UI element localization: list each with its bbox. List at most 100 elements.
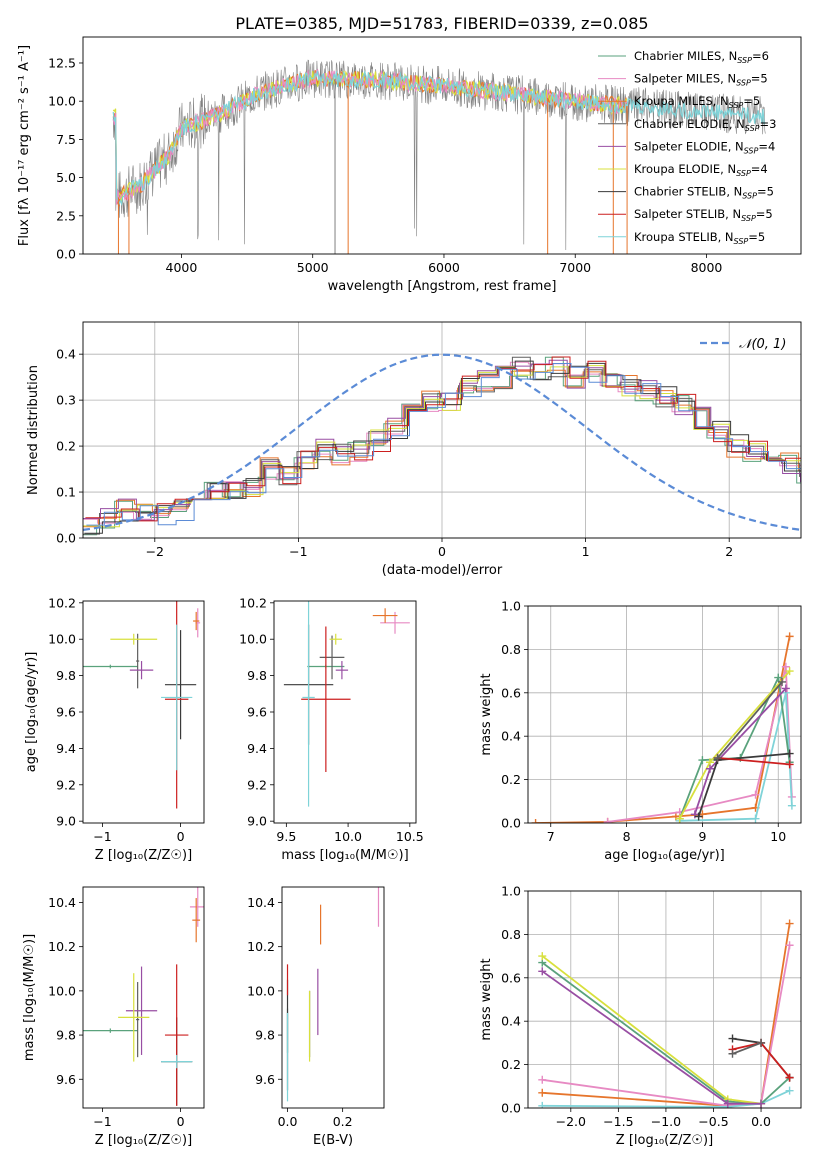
weight-line-kroupa_stelib bbox=[542, 1089, 790, 1108]
y-tick-label: 10.0 bbox=[239, 632, 267, 647]
weight-marker-kroupa_miles bbox=[531, 819, 540, 823]
axes-frame bbox=[527, 605, 802, 824]
legend-label-kroupa_elodie: Kroupa ELODIE, NSSP=4 bbox=[634, 162, 768, 178]
y-tick-label: 5.0 bbox=[56, 170, 76, 185]
plot-area bbox=[83, 887, 204, 1106]
x-tick-label: 9.5 bbox=[276, 829, 296, 844]
legend-label-salpeter_miles: Salpeter MILES, NSSP=5 bbox=[634, 72, 768, 88]
y-tick-label: 9.2 bbox=[247, 777, 267, 792]
plot-area bbox=[538, 919, 794, 1108]
x-axis-label: Z [log₁₀(Z/Z☉)] bbox=[95, 1133, 192, 1148]
y-tick-label: 1.0 bbox=[501, 884, 521, 899]
x-tick-label: 0.0 bbox=[751, 1114, 771, 1129]
weight-marker-salpeter_miles bbox=[603, 817, 612, 823]
x-tick-label: −1.5 bbox=[603, 1114, 633, 1129]
y-axis-label: mass [log₁₀(M/M☉)] bbox=[22, 934, 37, 1061]
weight-marker-kroupa_miles bbox=[785, 919, 794, 928]
weight-marker-kroupa_elodie bbox=[785, 667, 794, 676]
y-tick-label: 10.2 bbox=[48, 595, 76, 610]
panel-6: −1 0 9.6 9.8 10.0 10.2 10.4 Z [log₁₀(Z/Z☉)] mass… bbox=[22, 886, 205, 1148]
y-tick-label: 0.6 bbox=[501, 685, 521, 700]
panel-7: 0.0 0.2 9.6 9.8 10.0 10.2 10.4 E(B-V) bbox=[247, 886, 385, 1148]
weight-marker-salpeter_miles bbox=[781, 662, 790, 671]
plot-area bbox=[531, 632, 796, 823]
weight-marker-chabrier_miles bbox=[698, 756, 707, 765]
y-tick-label: 9.6 bbox=[56, 1072, 76, 1087]
weight-marker-salpeter_stelib bbox=[785, 1073, 794, 1082]
x-axis-label: E(B-V) bbox=[313, 1133, 353, 1148]
weight-line-kroupa_elodie bbox=[541, 955, 762, 1105]
figure-title: PLATE=0385, MJD=51783, FIBERID=0339, z=0… bbox=[235, 14, 648, 33]
x-tick-label: 8 bbox=[623, 829, 631, 844]
plot-area bbox=[286, 887, 380, 1102]
weight-line-chabrier_elodie bbox=[716, 681, 783, 759]
weight-line-chabrier_elodie bbox=[732, 1042, 762, 1055]
normal-curve bbox=[83, 353, 801, 531]
x-tick-label: 6000 bbox=[428, 260, 460, 275]
y-tick-label: 2.5 bbox=[56, 208, 76, 223]
panel-8: −2.0 −1.5 −1.0 −0.5 0.0 0.0 0.2 0.4 0.6 0.8 1.0 Z [… bbox=[479, 884, 802, 1148]
y-tick-label: 0.2 bbox=[501, 1057, 521, 1072]
histogram-1 bbox=[83, 361, 801, 524]
y-tick-label: 9.0 bbox=[56, 814, 76, 829]
x-tick-label: −0.5 bbox=[698, 1114, 728, 1129]
weight-marker-salpeter_miles bbox=[751, 790, 760, 799]
weight-marker-chabrier_miles bbox=[774, 673, 783, 682]
weight-marker-salpeter_elodie bbox=[706, 764, 714, 773]
histogram-4 bbox=[83, 359, 801, 521]
data-spectrum bbox=[112, 59, 766, 251]
y-tick-label: 10.2 bbox=[247, 939, 275, 954]
x-axis-label: Z [log₁₀(Z/Z☉)] bbox=[616, 1133, 713, 1148]
legend-normal-label: 𝒩(0, 1) bbox=[739, 337, 786, 352]
panel-1: 4000 5000 6000 7000 8000 0.0 2.5 5.0 7.5 10.0 12.5… bbox=[17, 36, 802, 294]
y-axis-label: mass weight bbox=[479, 673, 494, 755]
panel-3: −1 0 9.0 9.2 9.4 9.6 9.8 10.0 10.2 Z [log₁₀(Z/Z☉)… bbox=[24, 595, 205, 863]
y-tick-label: 10.4 bbox=[247, 895, 275, 910]
x-tick-label: 10.0 bbox=[334, 829, 362, 844]
x-tick-label: 8000 bbox=[691, 260, 723, 275]
weight-marker-kroupa_miles bbox=[785, 632, 794, 641]
weight-marker-salpeter_miles bbox=[538, 1075, 547, 1084]
y-tick-label: 10.0 bbox=[48, 632, 76, 647]
y-tick-label: 9.0 bbox=[247, 814, 267, 829]
plots-layer: 4000 5000 6000 7000 80000.02.55.07.510.012.5… bbox=[17, 36, 802, 1148]
weight-marker-kroupa_elodie bbox=[538, 952, 547, 961]
weight-line-kroupa_miles bbox=[535, 636, 791, 823]
histogram-7 bbox=[85, 356, 801, 522]
axes-frame bbox=[82, 600, 205, 824]
x-tick-label: 0.2 bbox=[333, 1114, 353, 1129]
y-tick-label: 0.0 bbox=[501, 816, 521, 831]
x-axis-label: age [log₁₀(age/yr)] bbox=[604, 848, 725, 863]
x-tick-label: 10.5 bbox=[396, 829, 424, 844]
y-tick-label: 7.5 bbox=[56, 132, 76, 147]
axes-frame bbox=[82, 886, 205, 1109]
weight-marker-chabrier_elodie bbox=[757, 1038, 766, 1047]
y-tick-label: 10.4 bbox=[48, 895, 76, 910]
legend-label-salpeter_elodie: Salpeter ELODIE, NSSP=4 bbox=[634, 139, 775, 155]
x-tick-label: 0 bbox=[177, 1114, 185, 1129]
weight-marker-salpeter_miles bbox=[785, 941, 794, 950]
x-tick-label: 0 bbox=[438, 544, 446, 559]
y-tick-label: 9.6 bbox=[56, 705, 76, 720]
y-tick-label: 9.6 bbox=[255, 1072, 275, 1087]
x-tick-label: 9 bbox=[698, 829, 706, 844]
plot-area bbox=[283, 601, 410, 807]
weight-marker-kroupa_stelib bbox=[751, 814, 760, 823]
y-tick-label: 9.6 bbox=[247, 705, 267, 720]
y-tick-label: 0.0 bbox=[501, 1101, 521, 1116]
y-tick-label: 10.0 bbox=[247, 983, 275, 998]
y-tick-label: 10.0 bbox=[48, 94, 76, 109]
y-tick-label: 0.8 bbox=[501, 642, 521, 657]
legend-label-salpeter_stelib: Salpeter STELIB, NSSP=5 bbox=[634, 207, 773, 223]
x-tick-label: 10 bbox=[770, 829, 786, 844]
model-spectrum-kroupa_stelib bbox=[112, 69, 766, 207]
y-axis-label: Normed distribution bbox=[26, 365, 41, 495]
weight-marker-chabrier_elodie bbox=[728, 1049, 737, 1058]
x-tick-label: 0 bbox=[177, 829, 185, 844]
weight-line-chabrier_miles bbox=[541, 961, 791, 1105]
y-tick-label: 0.8 bbox=[501, 927, 521, 942]
weight-marker-kroupa_miles bbox=[538, 1088, 547, 1097]
y-tick-label: 10.2 bbox=[239, 595, 267, 610]
y-tick-label: 12.5 bbox=[48, 55, 76, 70]
